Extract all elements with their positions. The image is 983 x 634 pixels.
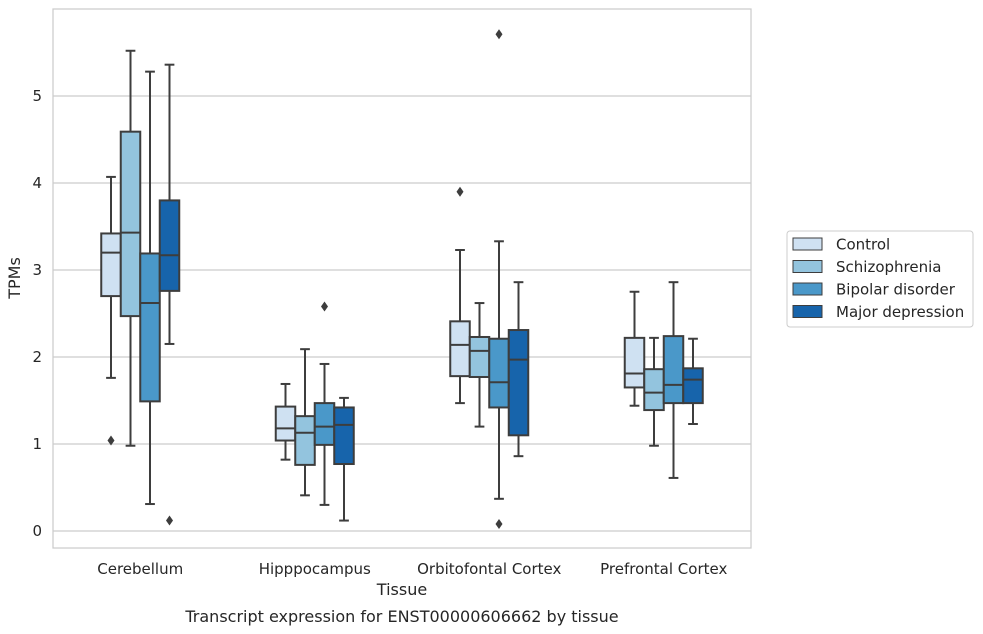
box-group: [274, 382, 297, 461]
box-group: [139, 70, 161, 506]
x-axis-label: Tissue: [376, 580, 427, 599]
box: [507, 329, 530, 437]
box-group: [468, 302, 491, 428]
y-axis-label: TPMs: [5, 257, 24, 300]
box-group: [333, 396, 355, 522]
box: [139, 252, 161, 403]
box: [468, 335, 491, 379]
box: [294, 415, 316, 466]
figure-caption: Transcript expression for ENST0000060666…: [184, 607, 618, 626]
outlier-point: [166, 515, 173, 526]
x-ticks: Cerebellum Hipppocampus Orbitofontal Corte…: [97, 560, 727, 578]
box-group: [682, 337, 704, 425]
box: [488, 337, 510, 409]
legend-label: Bipolar disorder: [836, 281, 956, 299]
box: [643, 368, 665, 412]
y-tick-label: 2: [32, 348, 42, 366]
box: [119, 130, 142, 318]
y-tick-label: 4: [32, 174, 42, 192]
y-tick-label: 1: [32, 435, 42, 453]
box: [158, 199, 181, 292]
outlier-point: [321, 301, 328, 312]
y-ticks: 0 1 2 3 4 5: [32, 87, 42, 540]
box-group: [119, 49, 142, 447]
x-tick-label: Prefrontal Cortex: [600, 560, 727, 578]
legend-label: Schizophrenia: [836, 258, 941, 276]
legend-swatch: [792, 305, 823, 318]
x-tick-label: Hipppocampus: [259, 560, 371, 578]
box: [449, 320, 471, 378]
box: [100, 232, 122, 298]
box-group: [449, 186, 471, 405]
box: [274, 405, 297, 442]
legend-swatch: [792, 282, 823, 296]
box: [333, 406, 355, 466]
y-tick-label: 5: [32, 87, 42, 105]
legend-label: Major depression: [836, 303, 964, 321]
y-tick-label: 0: [32, 522, 42, 540]
outlier-point: [107, 435, 115, 446]
box-group: [623, 290, 646, 407]
legend-frame: [786, 230, 974, 328]
outlier-point: [495, 519, 503, 530]
box: [623, 336, 646, 389]
boxes: [100, 29, 704, 530]
legend-swatch: [792, 260, 823, 273]
y-tick-label: 3: [32, 261, 42, 279]
x-tick-label: Cerebellum: [97, 560, 183, 578]
outlier-point: [456, 186, 464, 197]
outlier-point: [495, 29, 503, 40]
x-tick-label: Orbitofontal Cortex: [417, 560, 561, 578]
legend-swatch: [792, 237, 823, 251]
legend: Control Schizophrenia Bipolar disorder Majo…: [786, 230, 974, 328]
box: [682, 367, 704, 405]
box-group: [158, 63, 181, 526]
box: [313, 402, 336, 446]
legend-label: Control: [836, 236, 890, 254]
box: [662, 335, 685, 405]
box-group: [313, 301, 336, 506]
box-group: [507, 281, 530, 458]
